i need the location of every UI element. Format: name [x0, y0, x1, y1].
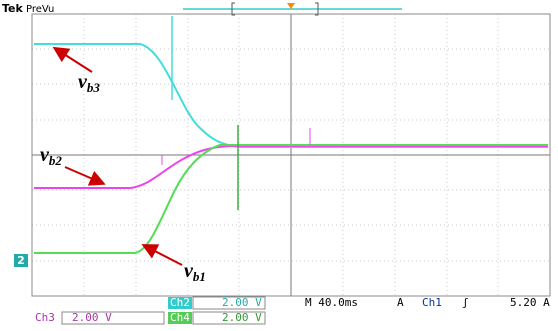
- background: [0, 0, 558, 331]
- ch4-scale: 2.00 V: [222, 311, 262, 324]
- trigger-source: Ch1: [422, 296, 442, 309]
- brand: Tek: [2, 2, 24, 15]
- ch3-name: Ch3: [35, 311, 55, 324]
- ch4-name: Ch4: [170, 311, 190, 324]
- mode: PreVu: [26, 4, 54, 15]
- ch2-scale: 2.00 V: [222, 296, 262, 309]
- timebase: M 40.0ms: [305, 296, 358, 309]
- ch3-scale: 2.00 V: [72, 311, 112, 324]
- ground-marker: 2: [17, 254, 25, 267]
- trigger-level: 5.20 A: [510, 296, 550, 309]
- trigger-mode: A: [397, 296, 404, 309]
- trigger-slope: ʃ: [462, 296, 469, 309]
- ch2-name: Ch2: [170, 296, 190, 309]
- scope-screen: Tek PreVu vb3 vb2 vb1 2 Ch2 2.00 V M 40.…: [0, 0, 558, 331]
